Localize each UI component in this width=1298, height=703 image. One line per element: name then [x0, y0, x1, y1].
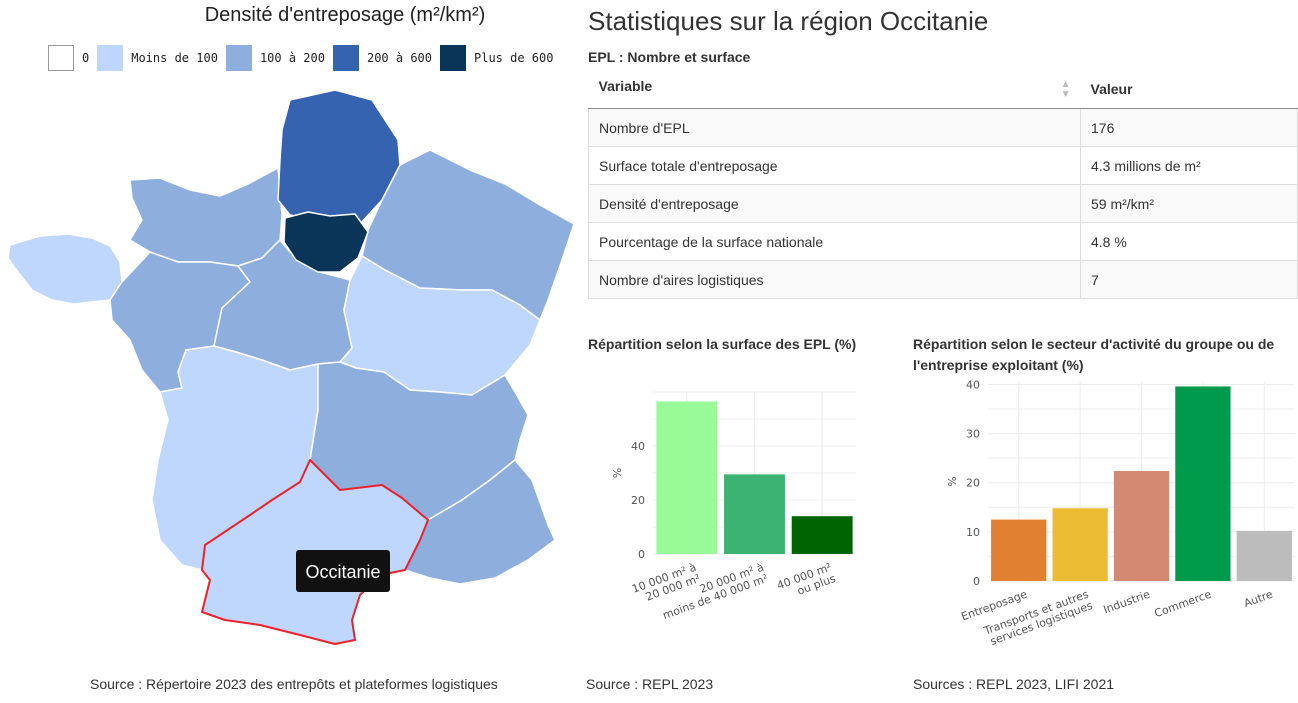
x-tick-label: Autre — [1242, 588, 1275, 611]
x-tick-label: 40 000 m²ou plus — [775, 561, 837, 604]
table-cell: 59 m²/km² — [1080, 184, 1298, 223]
table-row: Nombre d'EPL 176 — [588, 108, 1298, 147]
region-ile-de-france[interactable] — [283, 211, 369, 273]
bar[interactable] — [1175, 386, 1231, 581]
legend-swatch-1[interactable] — [97, 45, 124, 71]
table-cell: 176 — [1080, 108, 1298, 147]
tooltip-occitanie: Occitanie — [296, 550, 390, 592]
chart1-source: Source : REPL 2023 — [586, 676, 714, 692]
map-source: Source : Répertoire 2023 des entrepôts e… — [90, 676, 498, 692]
y-axis-label: % — [611, 468, 624, 478]
bar[interactable] — [1236, 530, 1292, 581]
y-tick-label: 0 — [638, 548, 645, 561]
chart2-title: Répartition selon le secteur d'activité … — [913, 336, 1275, 373]
table-cell: 4.8 % — [1080, 222, 1298, 261]
legend-swatch-2[interactable] — [225, 45, 252, 71]
table-cell: Densité d'entreposage — [588, 184, 1081, 223]
map-title: Densité d'entreposage (m²/km²) — [204, 4, 486, 26]
legend-label-1: Moins de 100 — [131, 51, 218, 65]
table-caption: EPL : Nombre et surface — [588, 49, 751, 65]
y-tick-label: 20 — [966, 477, 980, 490]
y-tick-label: 40 — [631, 440, 645, 453]
table-row: Nombre d'aires logistiques 7 — [588, 260, 1298, 299]
table-cell: 7 — [1080, 260, 1298, 299]
column-header-variable[interactable]: Variable ▲ ▼ — [588, 70, 1081, 109]
legend-label-0: 0 — [82, 51, 90, 65]
y-tick-label: 10 — [966, 526, 980, 539]
bar[interactable] — [1052, 508, 1108, 581]
table-cell: Nombre d'aires logistiques — [588, 260, 1081, 299]
bar[interactable] — [724, 474, 785, 554]
region-bretagne[interactable] — [7, 233, 123, 305]
table-cell: Nombre d'EPL — [588, 108, 1081, 147]
stats-table: Variable ▲ ▼ Valeur Nombre d'EPL 176 Surf… — [588, 70, 1298, 299]
legend-swatch-4[interactable] — [440, 45, 466, 71]
column-header-valeur[interactable]: Valeur — [1080, 70, 1298, 109]
map-legend: 0 Moins de 100 100 à 200 200 à 600 Plus … — [48, 44, 561, 72]
table-cell: 4.3 millions de m² — [1080, 146, 1298, 185]
legend-swatch-3[interactable] — [332, 45, 359, 71]
y-tick-label: 0 — [973, 575, 980, 588]
table-row: Pourcentage de la surface nationale 4.8 … — [588, 222, 1298, 261]
chart1-title: Répartition selon la surface des EPL (%) — [588, 336, 857, 352]
region-paca[interactable] — [404, 459, 556, 585]
tooltip-label: Occitanie — [305, 562, 380, 582]
region-normandie[interactable] — [129, 167, 283, 267]
bar[interactable] — [791, 516, 853, 554]
y-tick-label: 40 — [966, 378, 980, 391]
table-cell: Surface totale d'entreposage — [588, 146, 1081, 185]
france-map: Occitanie — [7, 89, 575, 645]
legend-label-3: 200 à 600 — [366, 51, 432, 65]
y-tick-label: 20 — [631, 494, 645, 507]
bar[interactable] — [991, 519, 1047, 581]
bar[interactable] — [656, 401, 718, 554]
table-row: Densité d'entreposage 59 m²/km² — [588, 184, 1298, 223]
y-axis-label: % — [946, 476, 959, 486]
legend-label-4: Plus de 600 — [474, 51, 554, 65]
x-tick-label: Industrie — [1102, 588, 1152, 617]
sort-icon[interactable]: ▲ ▼ — [1060, 79, 1071, 100]
x-tick-label: Commerce — [1153, 588, 1214, 621]
page-title: Statistiques sur la région Occitanie — [588, 6, 989, 36]
table-row: Surface totale d'entreposage 4.3 million… — [588, 146, 1298, 185]
y-tick-label: 30 — [966, 428, 980, 441]
chart2-source: Sources : REPL 2023, LIFI 2021 — [913, 676, 1115, 692]
legend-swatch-0[interactable] — [48, 45, 74, 71]
table-cell: Pourcentage de la surface nationale — [588, 222, 1081, 261]
legend-label-2: 100 à 200 — [259, 51, 325, 65]
bar[interactable] — [1113, 470, 1170, 581]
